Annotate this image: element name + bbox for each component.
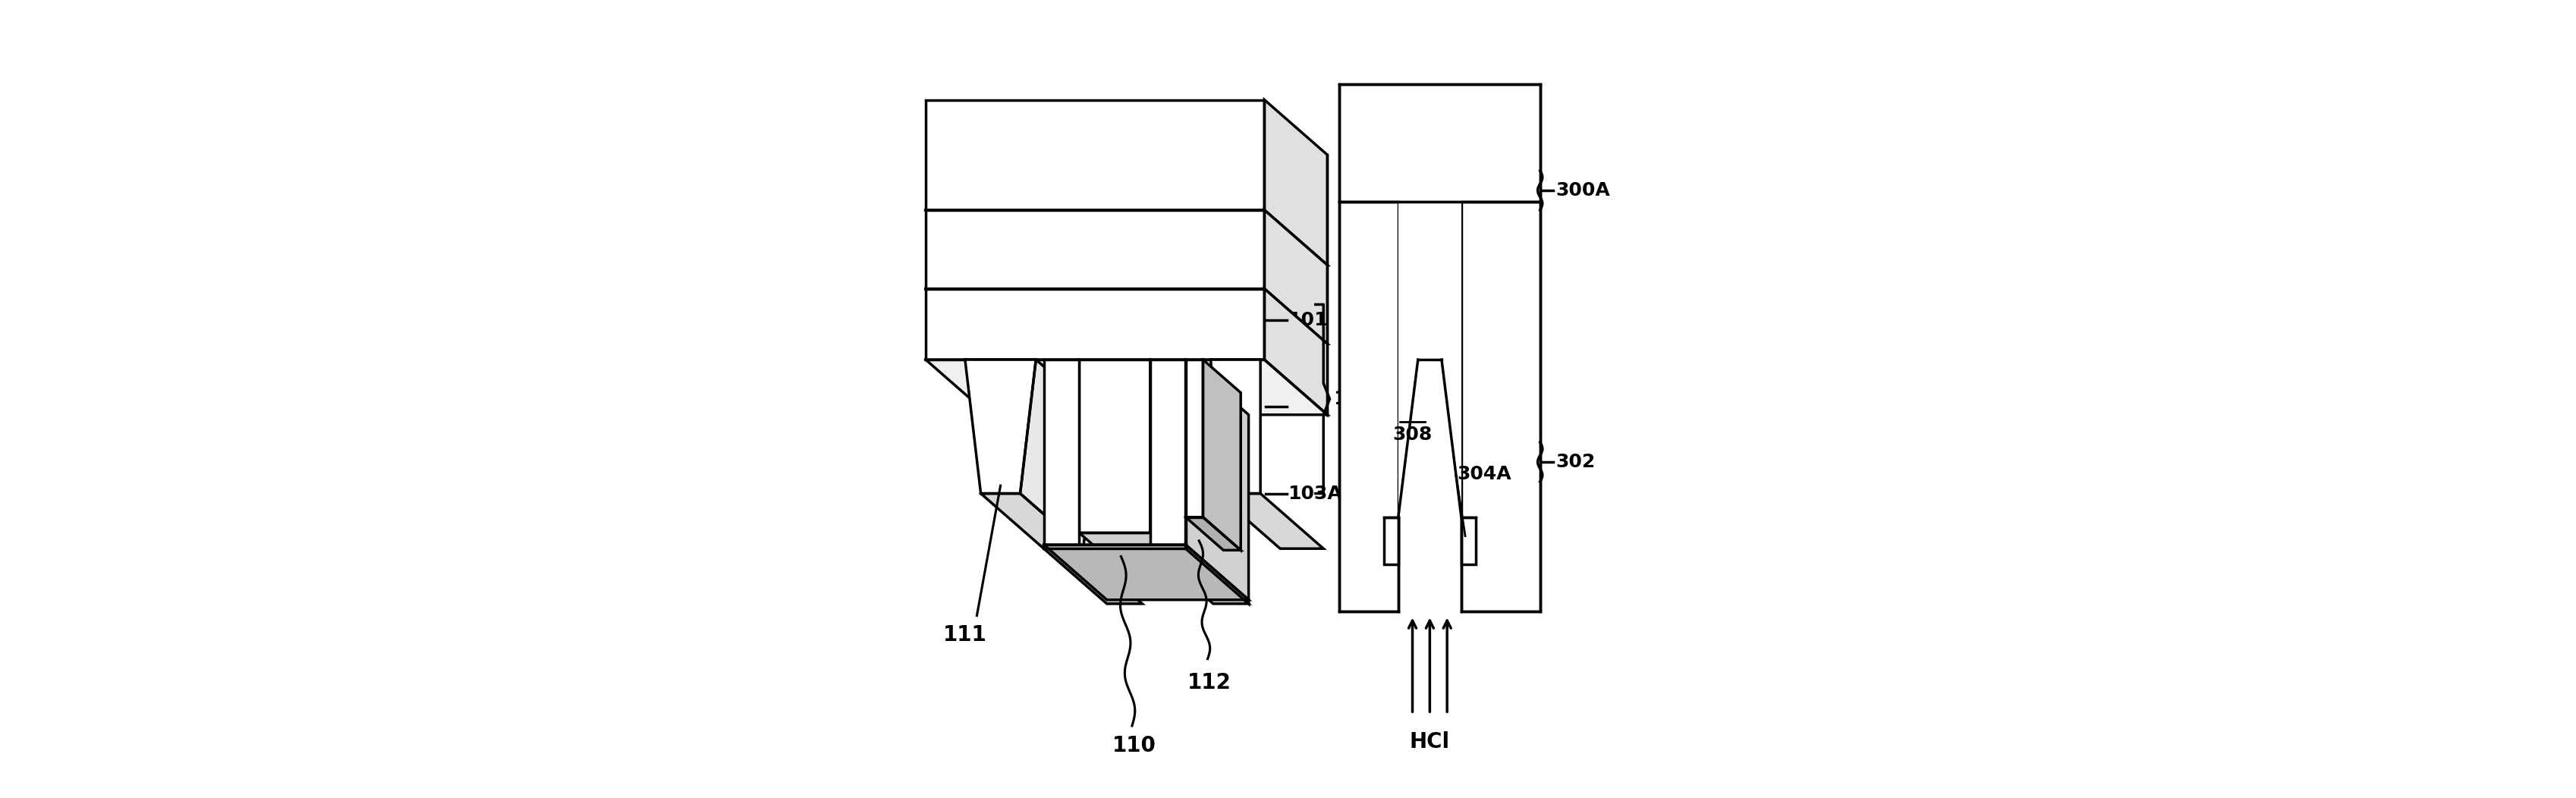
Polygon shape xyxy=(1265,100,1327,265)
Bar xyxy=(1340,84,1540,202)
Polygon shape xyxy=(1265,210,1327,344)
Polygon shape xyxy=(1216,493,1324,548)
Polygon shape xyxy=(925,210,1327,265)
Polygon shape xyxy=(1043,545,1249,600)
Polygon shape xyxy=(925,289,1265,360)
Text: 101: 101 xyxy=(1288,311,1327,330)
Polygon shape xyxy=(925,100,1265,210)
Text: 302: 302 xyxy=(1556,453,1595,471)
Polygon shape xyxy=(1185,360,1249,604)
Text: 111: 111 xyxy=(943,625,987,646)
Bar xyxy=(1340,202,1399,611)
Text: 112: 112 xyxy=(1188,672,1231,693)
Polygon shape xyxy=(1043,360,1079,548)
Text: 103A: 103A xyxy=(1288,484,1342,503)
Polygon shape xyxy=(1265,289,1327,415)
Polygon shape xyxy=(1043,548,1141,604)
Polygon shape xyxy=(925,289,1327,344)
Bar xyxy=(1461,517,1476,564)
Polygon shape xyxy=(925,210,1265,289)
Polygon shape xyxy=(966,360,1036,493)
Bar xyxy=(1383,517,1399,564)
Polygon shape xyxy=(1043,545,1185,548)
Polygon shape xyxy=(1203,360,1242,550)
Polygon shape xyxy=(1211,360,1260,493)
Text: 300A: 300A xyxy=(1556,181,1610,200)
Bar xyxy=(1461,202,1540,611)
Text: 102: 102 xyxy=(1288,397,1327,416)
Polygon shape xyxy=(1185,545,1249,604)
Polygon shape xyxy=(1079,360,1149,533)
Text: 100A: 100A xyxy=(1332,390,1388,408)
Polygon shape xyxy=(1185,360,1203,517)
Text: 304A: 304A xyxy=(1458,464,1512,483)
Polygon shape xyxy=(1020,360,1100,548)
Polygon shape xyxy=(1185,517,1242,550)
Polygon shape xyxy=(1149,360,1213,588)
Text: 110: 110 xyxy=(1113,735,1157,756)
Polygon shape xyxy=(925,360,1327,415)
Polygon shape xyxy=(981,493,1082,548)
Polygon shape xyxy=(1149,360,1185,548)
Polygon shape xyxy=(1079,533,1213,588)
Bar xyxy=(1399,202,1461,517)
Text: 308: 308 xyxy=(1394,425,1432,444)
Text: HCl: HCl xyxy=(1409,731,1450,753)
Polygon shape xyxy=(1149,548,1249,604)
